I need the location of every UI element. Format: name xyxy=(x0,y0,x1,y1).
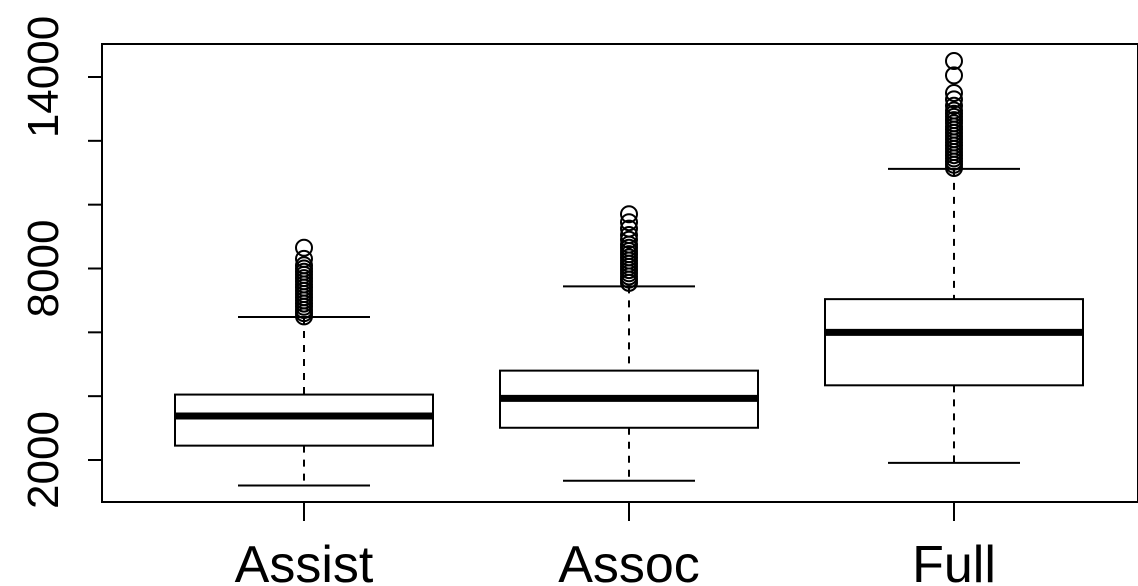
iqr-box xyxy=(824,298,1084,387)
boxes-layer xyxy=(174,52,1084,487)
x-axis: Assist Assoc Full xyxy=(235,502,996,586)
y-axis: 2000 8000 14000 xyxy=(19,16,103,509)
outlier-point xyxy=(295,238,313,257)
outlier-point xyxy=(295,256,313,275)
outlier-point xyxy=(945,52,963,71)
box-group xyxy=(499,205,759,482)
outlier-point xyxy=(620,225,638,244)
outlier-point xyxy=(945,101,963,120)
outlier-point xyxy=(620,213,638,232)
outlier-point xyxy=(620,230,638,249)
outlier-point xyxy=(945,90,963,109)
y-tick-label: 2000 xyxy=(19,411,68,509)
outlier-point xyxy=(295,249,313,268)
x-tick-label: Assist xyxy=(235,536,374,586)
outlier-point xyxy=(945,83,963,102)
y-tick-label: 8000 xyxy=(19,220,68,318)
x-tick-label: Assoc xyxy=(558,536,700,586)
iqr-box xyxy=(174,393,434,447)
outlier-point xyxy=(620,205,638,224)
y-tick-label: 14000 xyxy=(19,16,68,138)
outlier-point xyxy=(945,66,963,85)
outlier-point xyxy=(620,219,638,238)
outlier-point xyxy=(945,96,963,115)
box-group xyxy=(824,52,1084,464)
x-tick-label: Full xyxy=(912,536,996,586)
box-group xyxy=(174,238,434,487)
